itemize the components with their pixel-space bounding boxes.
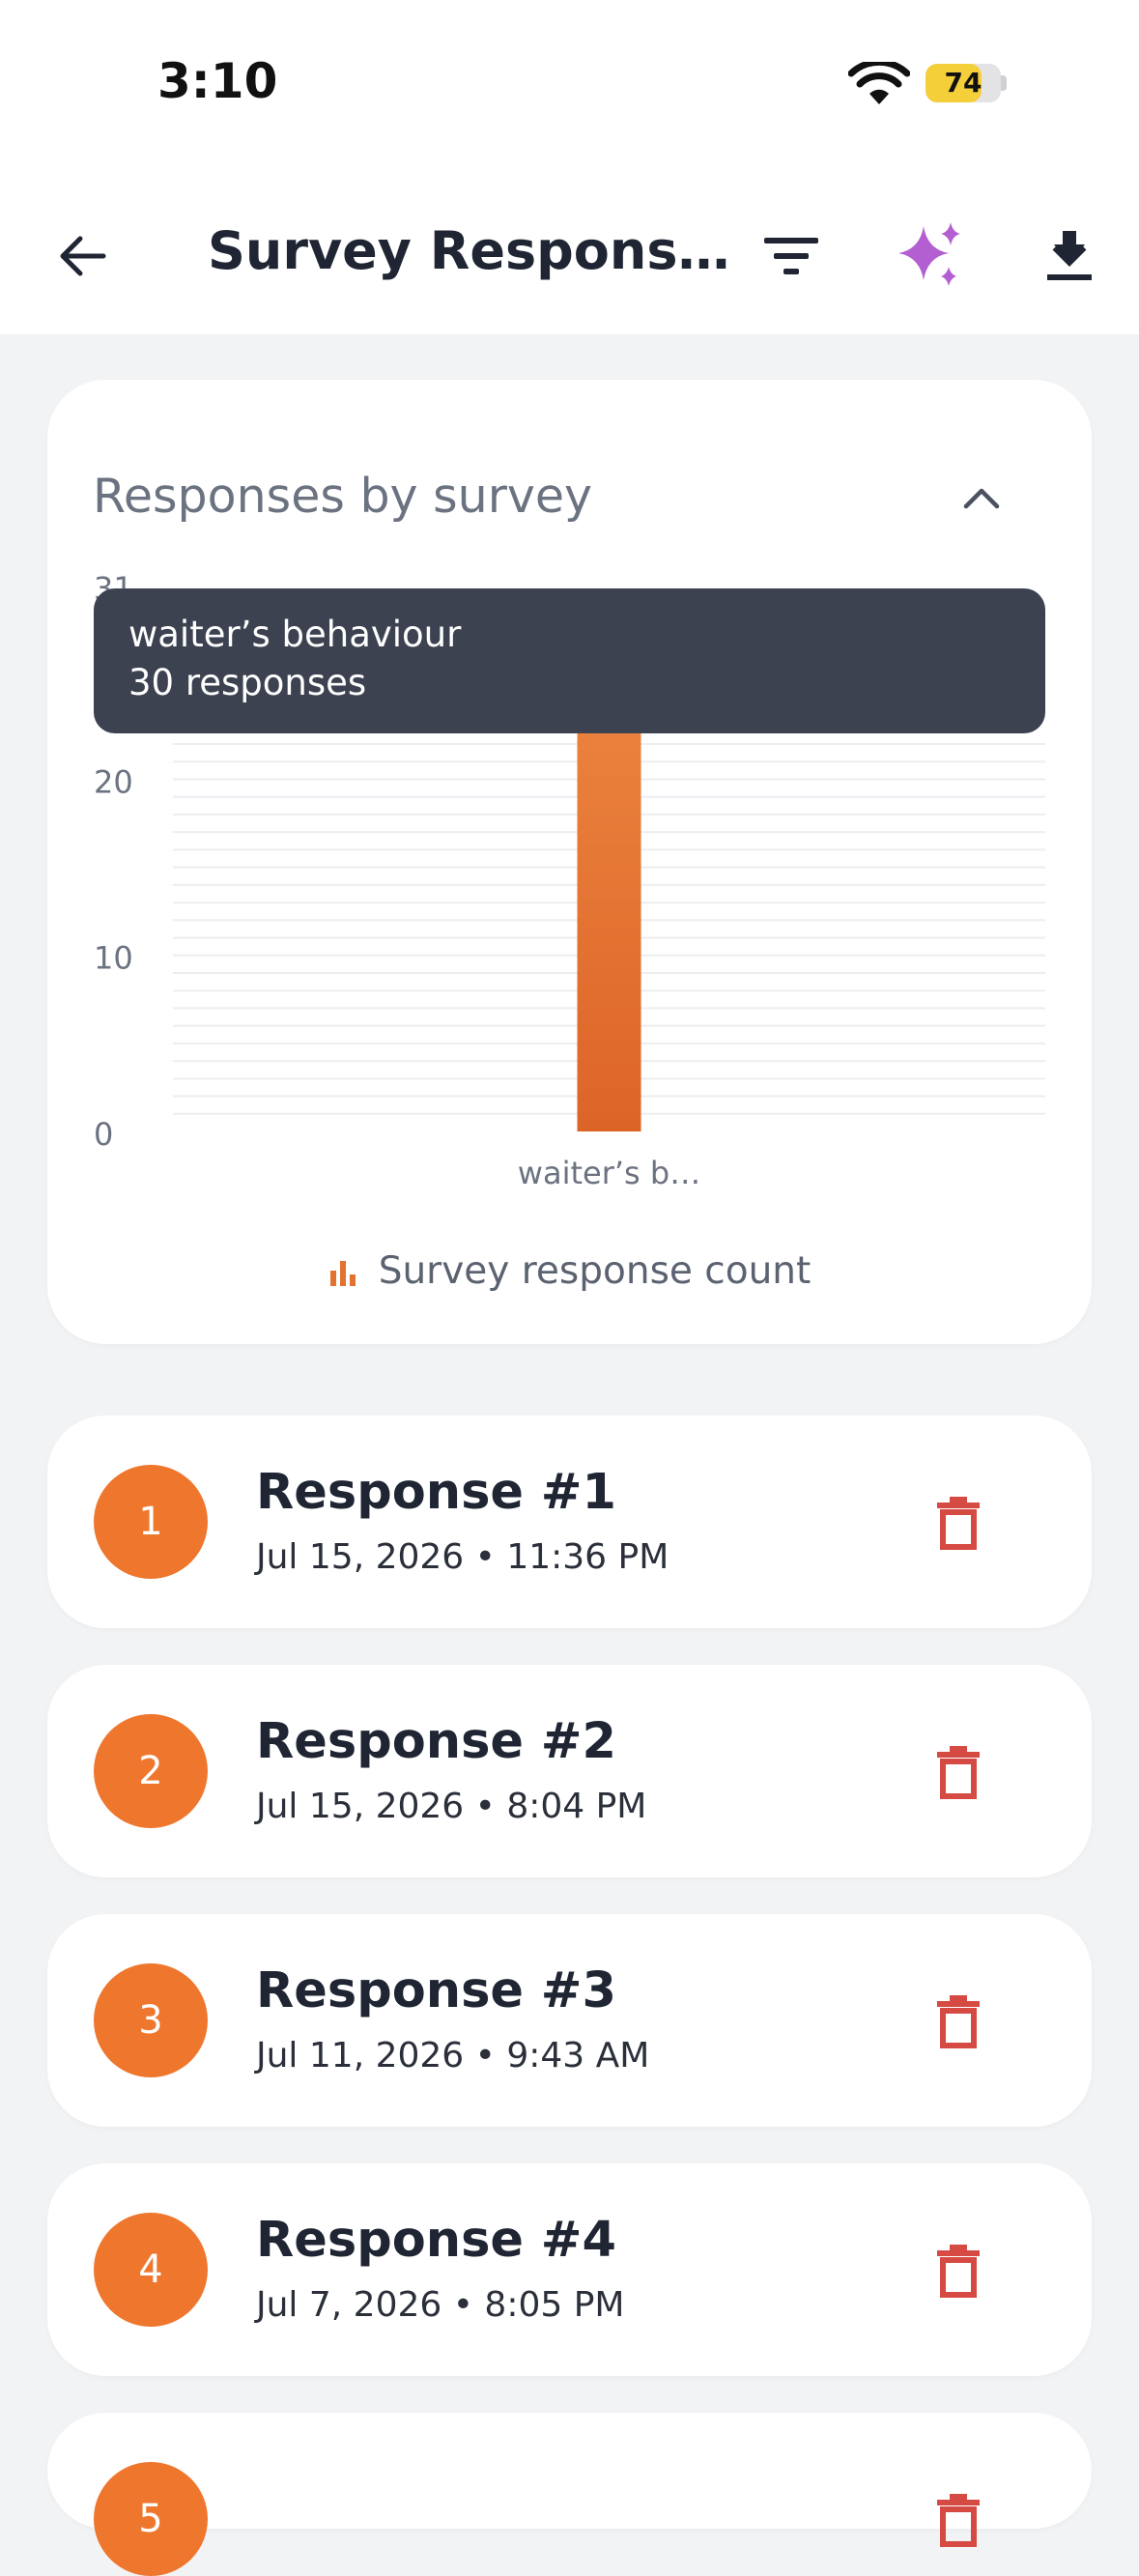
response-date: Jul 11, 2026 • 9:43 AM (256, 2036, 650, 2075)
trash-icon (937, 2494, 980, 2547)
response-date: Jul 15, 2026 • 8:04 PM (256, 1787, 647, 1826)
response-title: Response #2 (256, 1713, 616, 1770)
response-date: Jul 15, 2026 • 11:36 PM (256, 1537, 669, 1577)
chevron-up-icon (963, 488, 1000, 509)
wifi-icon (848, 62, 910, 104)
y-tick-label: 10 (94, 940, 133, 977)
response-number-badge: 1 (94, 1465, 208, 1579)
chart-legend: Survey response count (47, 1249, 1092, 1293)
battery-indicator: 74 (925, 64, 1001, 102)
delete-response-button[interactable] (915, 1479, 1002, 1566)
collapse-button[interactable] (943, 459, 1020, 536)
download-icon (1047, 231, 1092, 280)
status-bar: 3:10 74 (0, 0, 1139, 174)
legend-label: Survey response count (378, 1249, 812, 1293)
sparkle-icon (898, 222, 960, 286)
trash-icon (937, 1995, 980, 2048)
ai-insights-button[interactable] (887, 213, 974, 300)
battery-percent: 74 (944, 67, 982, 99)
responses-chart-card: Responses by survey 0102031waiter’s b… w… (47, 380, 1092, 1344)
tooltip-survey-name: waiter’s behaviour (128, 614, 462, 655)
delete-response-button[interactable] (915, 2476, 1002, 2563)
delete-response-button[interactable] (915, 2227, 1002, 2314)
tooltip-response-count: 30 responses (128, 662, 367, 703)
response-title: Response #3 (256, 1962, 616, 2019)
trash-icon (937, 1746, 980, 1799)
chart-title: Responses by survey (93, 469, 592, 524)
response-card[interactable]: 4 Response #4 Jul 7, 2026 • 8:05 PM (47, 2163, 1092, 2376)
delete-response-button[interactable] (915, 1978, 1002, 2065)
bar-chart[interactable]: 0102031waiter’s b… (47, 380, 1092, 1249)
response-number-badge: 3 (94, 1963, 208, 2077)
response-card[interactable]: 3 Response #3 Jul 11, 2026 • 9:43 AM (47, 1914, 1092, 2127)
response-date: Jul 7, 2026 • 8:05 PM (256, 2285, 625, 2325)
y-tick-label: 0 (94, 1116, 113, 1153)
response-card[interactable]: 2 Response #2 Jul 15, 2026 • 8:04 PM (47, 1665, 1092, 1877)
response-card[interactable]: 1 Response #1 Jul 15, 2026 • 11:36 PM (47, 1416, 1092, 1628)
battery-fill (925, 64, 982, 102)
battery-nub (1001, 75, 1007, 91)
delete-response-button[interactable] (915, 1729, 1002, 1816)
bar-chart-icon (329, 1260, 356, 1286)
response-title: Response #4 (256, 2212, 616, 2269)
y-tick-label: 20 (94, 763, 133, 800)
response-number-badge: 4 (94, 2213, 208, 2327)
app-header: Survey Respons… (0, 174, 1139, 334)
back-button[interactable] (39, 213, 126, 300)
status-time: 3:10 (157, 53, 278, 109)
trash-icon (937, 2245, 980, 2298)
download-button[interactable] (1026, 213, 1113, 300)
response-number-badge: 5 (94, 2462, 208, 2576)
filter-icon (764, 238, 818, 274)
chart-tooltip: waiter’s behaviour 30 responses (94, 588, 1045, 733)
filter-button[interactable] (748, 213, 835, 300)
response-title: Response #1 (256, 1464, 616, 1521)
arrow-left-icon (60, 236, 106, 276)
response-number-badge: 2 (94, 1714, 208, 1828)
response-card[interactable]: 5 (47, 2413, 1092, 2576)
page-title: Survey Respons… (208, 220, 730, 281)
trash-icon (937, 1497, 980, 1550)
x-tick-label: waiter’s b… (518, 1155, 700, 1191)
